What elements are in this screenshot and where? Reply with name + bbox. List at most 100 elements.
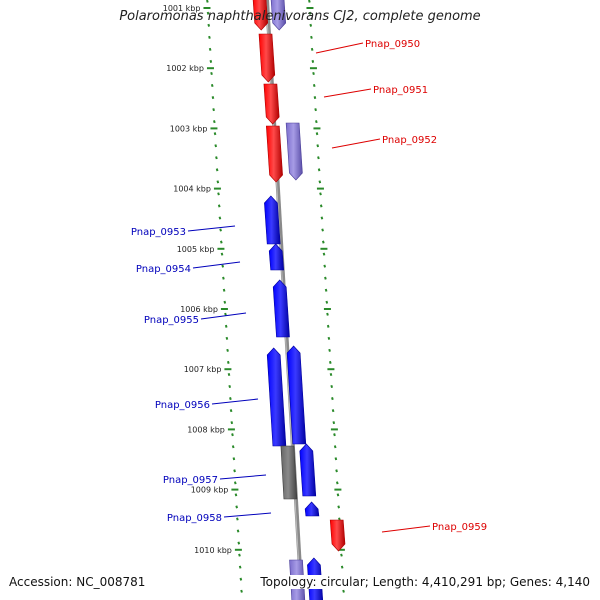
scale-minor-tick (219, 228, 222, 232)
scale-minor-tick (224, 312, 227, 316)
scale-minor-tick (220, 252, 224, 256)
scale-minor-tick (224, 324, 228, 328)
gene-label-leader (187, 225, 236, 232)
scale-minor-tick (317, 156, 320, 160)
gene-label-leader (219, 474, 267, 480)
scale-minor-tick (231, 445, 235, 449)
scale-minor-tick (206, 11, 210, 15)
scale-tick-label: 1004 kbp (173, 185, 211, 194)
scale-minor-tick (217, 192, 220, 196)
gene-label-leader (223, 512, 272, 518)
gene-label: Pnap_0950 (365, 39, 420, 50)
accession-text: Accession: NC_008781 (9, 575, 146, 589)
gene-label: Pnap_0956 (155, 400, 210, 411)
scale-minor-tick (237, 541, 241, 545)
scale-minor-tick (311, 59, 315, 63)
scale-minor-tick (308, 0, 311, 3)
reverse-gene (272, 279, 290, 338)
reverse-gene (264, 195, 281, 245)
scale-minor-tick (317, 168, 321, 172)
gene-label-leader (200, 312, 247, 320)
scale-tick-label: 1005 kbp (177, 245, 215, 254)
reverse-gene (304, 501, 320, 517)
scale-minor-tick (342, 589, 345, 593)
scale-tick-label: 1010 kbp (194, 546, 232, 555)
scale-minor-tick (215, 168, 219, 172)
scale-minor-tick (226, 348, 229, 352)
gene-label: Pnap_0951 (373, 85, 428, 96)
scale-minor-tick (323, 264, 327, 268)
forward-gene (263, 83, 280, 125)
reverse-gene (286, 345, 307, 445)
scale-minor-tick (327, 336, 331, 340)
scale-minor-tick (213, 132, 217, 136)
gene-features (252, 0, 346, 600)
scale-minor-tick (211, 96, 215, 100)
gene-label-leader (331, 138, 381, 149)
scale-minor-tick (329, 372, 333, 377)
scale-minor-tick (232, 457, 236, 461)
scale-tick-labels: 1001 kbp 1002 kbp 1003 kbp 1004 kbp 1005 kbp… (163, 4, 232, 555)
scale-minor-tick (233, 469, 236, 473)
scale-minor-tick (318, 180, 322, 184)
scale-minor-tick (331, 409, 335, 413)
scale-minor-tick (220, 240, 223, 244)
scale-minor-tick (336, 493, 340, 497)
scale-minor-tick (208, 35, 211, 39)
forward-gene (252, 0, 269, 31)
scale-minor-tick (239, 577, 243, 581)
scale-minor-tick (228, 385, 232, 389)
scale-minor-tick (340, 565, 344, 569)
scale-minor-tick (312, 84, 316, 88)
scale-minor-tick (234, 493, 238, 497)
scale-minor-tick (319, 204, 323, 208)
scale-minor-tick (223, 300, 227, 304)
scale-minor-tick (340, 553, 343, 557)
scale-minor-tick (236, 517, 239, 521)
scale-minor-tick (310, 35, 313, 39)
reverse-feature (280, 445, 298, 500)
scale-minor-tick (335, 481, 339, 485)
scale-minor-tick (321, 228, 324, 232)
scale-minor-tick (324, 276, 327, 280)
scale-minor-tick (313, 96, 317, 100)
scale-tick-label: 1003 kbp (170, 124, 208, 133)
scale-minor-tick (230, 421, 234, 425)
scale-minor-tick (312, 71, 315, 76)
scale-minor-tick (322, 240, 325, 244)
forward-feature (270, 0, 287, 31)
page-title: Polaromonas naphthalenivorans CJ2, compl… (119, 9, 481, 24)
gene-label-leader (323, 88, 372, 98)
scale-minor-tick (209, 59, 213, 63)
scale-minor-tick (316, 144, 320, 148)
scale-minor-tick (235, 505, 238, 509)
genome-info-text: Topology: circular; Length: 4,410,291 bp… (260, 575, 590, 589)
gene-label: Pnap_0957 (163, 475, 218, 486)
gene-label-leader (381, 525, 431, 533)
scale-minor-tick (337, 505, 340, 509)
scale-minor-tick (217, 204, 221, 208)
scale-minor-tick (210, 71, 213, 76)
scale-tick-label: 1008 kbp (187, 425, 225, 434)
scale-minor-tick (214, 144, 218, 148)
forward-gene (258, 33, 276, 83)
scale-minor-tick (208, 47, 212, 51)
scale-minor-tick (226, 360, 230, 364)
forward-gene (329, 519, 346, 552)
scale-minor-tick (314, 108, 317, 112)
scale-minor-tick (236, 529, 240, 533)
scale-minor-tick (333, 445, 337, 449)
scale-tick-label: 1002 kbp (166, 64, 204, 73)
scale-tick-label: 1009 kbp (191, 486, 229, 495)
scale-minor-tick (238, 553, 241, 557)
forward-gene (265, 125, 283, 183)
scale-minor-tick (213, 120, 216, 124)
scale-minor-tick (310, 47, 314, 51)
scale-minor-tick (333, 433, 336, 437)
scale-minor-tick (207, 23, 211, 27)
scale-minor-tick (319, 192, 322, 196)
scale-minor-tick (330, 385, 334, 389)
scale-minor-tick (324, 288, 328, 292)
scale-minor-tick (328, 360, 332, 364)
scale-minor-tick (331, 397, 334, 401)
